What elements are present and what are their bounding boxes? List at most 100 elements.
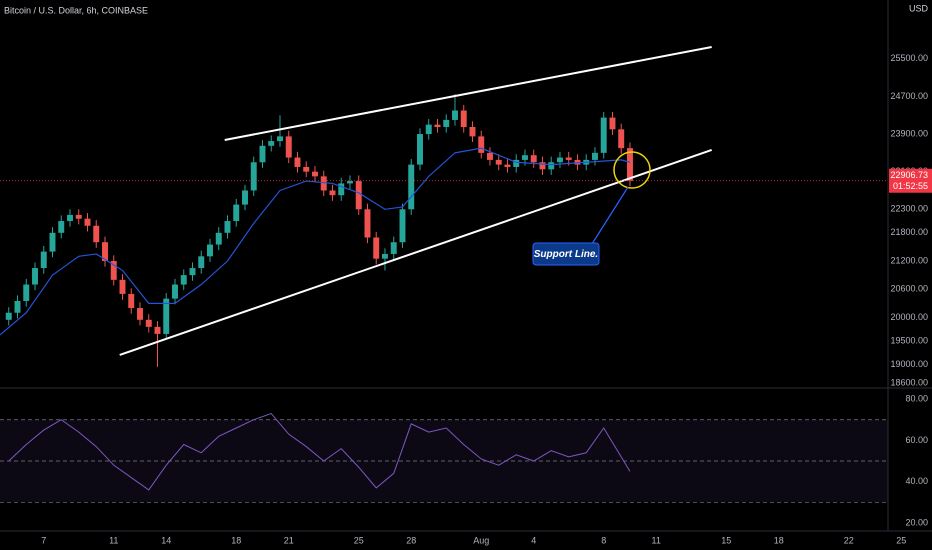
y-tick-label: 18600.00 [890, 378, 928, 388]
candle-body [233, 204, 240, 222]
x-tick-label: 21 [284, 535, 294, 545]
candle-body [312, 171, 318, 177]
candle-body [242, 190, 248, 205]
candle-body [626, 148, 633, 181]
candle-body [198, 256, 205, 269]
candle-body [495, 159, 502, 165]
chart-title: Bitcoin / U.S. Dollar, 6h, COINBASE [4, 5, 148, 15]
candle-body [93, 225, 100, 243]
x-tick-label: Aug [473, 535, 489, 545]
y-tick-label: 19000.00 [890, 359, 928, 369]
candle-body [390, 242, 397, 254]
candle-body [180, 275, 187, 285]
x-tick-label: 22 [844, 535, 854, 545]
candle-body [84, 218, 91, 226]
candle-body [513, 159, 520, 167]
candle-body [320, 176, 327, 191]
candle-body [355, 181, 362, 210]
candle-body [207, 244, 213, 257]
x-tick-label: 25 [896, 535, 906, 545]
candle-body [539, 162, 546, 170]
rsi-pane [0, 412, 888, 503]
rsi-line [8, 412, 631, 491]
rsi-tick-label: 40.00 [905, 476, 928, 486]
candle-body [338, 183, 345, 196]
y-tick-label: 21800.00 [890, 227, 928, 237]
y-tick-label: 21200.00 [890, 255, 928, 265]
candle-body [102, 242, 108, 262]
candle-body [145, 319, 152, 327]
candle-body [172, 284, 178, 299]
highlight-circle [613, 151, 651, 189]
y-tick-label: 22300.00 [890, 204, 928, 214]
candle-body [417, 134, 423, 165]
candle-body [591, 152, 598, 160]
candle-body [460, 110, 467, 127]
x-tick-label: 11 [109, 535, 118, 545]
candle-body [224, 221, 231, 233]
candle-body [119, 279, 126, 294]
callout-box [532, 242, 600, 266]
candle-body [163, 298, 170, 334]
candle-body [452, 110, 458, 120]
rsi-tick-label: 60.00 [905, 435, 928, 445]
x-tick-label: 11 [652, 535, 661, 545]
price-pane [0, 46, 888, 367]
candle-body [399, 209, 406, 243]
x-tick-label: 7 [41, 535, 46, 545]
candle-body [565, 157, 572, 160]
x-tick-label: 18 [774, 535, 784, 545]
y-tick-label: 20000.00 [890, 312, 928, 322]
y-tick-label: 20600.00 [890, 284, 928, 294]
candle-body [128, 293, 135, 309]
candle-body [408, 164, 415, 210]
candle-body [23, 284, 30, 301]
trend-line [119, 149, 713, 356]
axes: 7 11 14 18 21 25 28 Aug 4 8 11 15 18 22 25 25500.00 2470… [41, 53, 932, 545]
candle-body [49, 232, 56, 252]
candle-body [294, 157, 301, 167]
candle-body [486, 152, 493, 160]
candle-body [137, 308, 143, 320]
candle-body [469, 126, 476, 137]
candle-body [364, 209, 371, 238]
candle-body [329, 190, 336, 196]
y-tick-label: 23900.00 [890, 128, 928, 138]
x-tick-label: 8 [601, 535, 606, 545]
callout-pointer [591, 186, 629, 245]
candle-body [215, 232, 222, 245]
candle-body [32, 268, 38, 285]
last-price-box [889, 168, 932, 193]
candle-body [5, 312, 12, 320]
countdown-label: 01:52:55 [893, 181, 928, 191]
candle-body [425, 124, 432, 135]
candle-body [303, 166, 310, 172]
candle-body [75, 214, 82, 219]
candle-body [478, 136, 485, 153]
rsi-tick-label: 20.00 [905, 517, 928, 527]
x-tick-label: 18 [231, 535, 241, 545]
candle-body [347, 181, 353, 184]
rsi-tick-label: 80.00 [905, 393, 928, 403]
last-price-label: 22906.73 [890, 170, 928, 180]
candle-body [556, 157, 563, 163]
candle-body [373, 237, 380, 259]
candle-body [58, 221, 65, 233]
candle-body [530, 155, 537, 163]
callout-text: Support Line. [534, 249, 598, 260]
x-tick-label: 4 [531, 535, 536, 545]
candle-body [189, 268, 196, 276]
candle-body [443, 119, 450, 127]
currency-label: USD [909, 3, 929, 13]
candle-body [521, 155, 528, 160]
y-tick-label: 24700.00 [890, 91, 928, 101]
x-tick-label: 28 [406, 535, 416, 545]
candle-body [259, 145, 266, 163]
candle-body [618, 129, 625, 149]
candle-body [609, 117, 616, 130]
x-tick-label: 15 [721, 535, 731, 545]
candle-body [14, 300, 21, 313]
candle-body [277, 136, 283, 142]
